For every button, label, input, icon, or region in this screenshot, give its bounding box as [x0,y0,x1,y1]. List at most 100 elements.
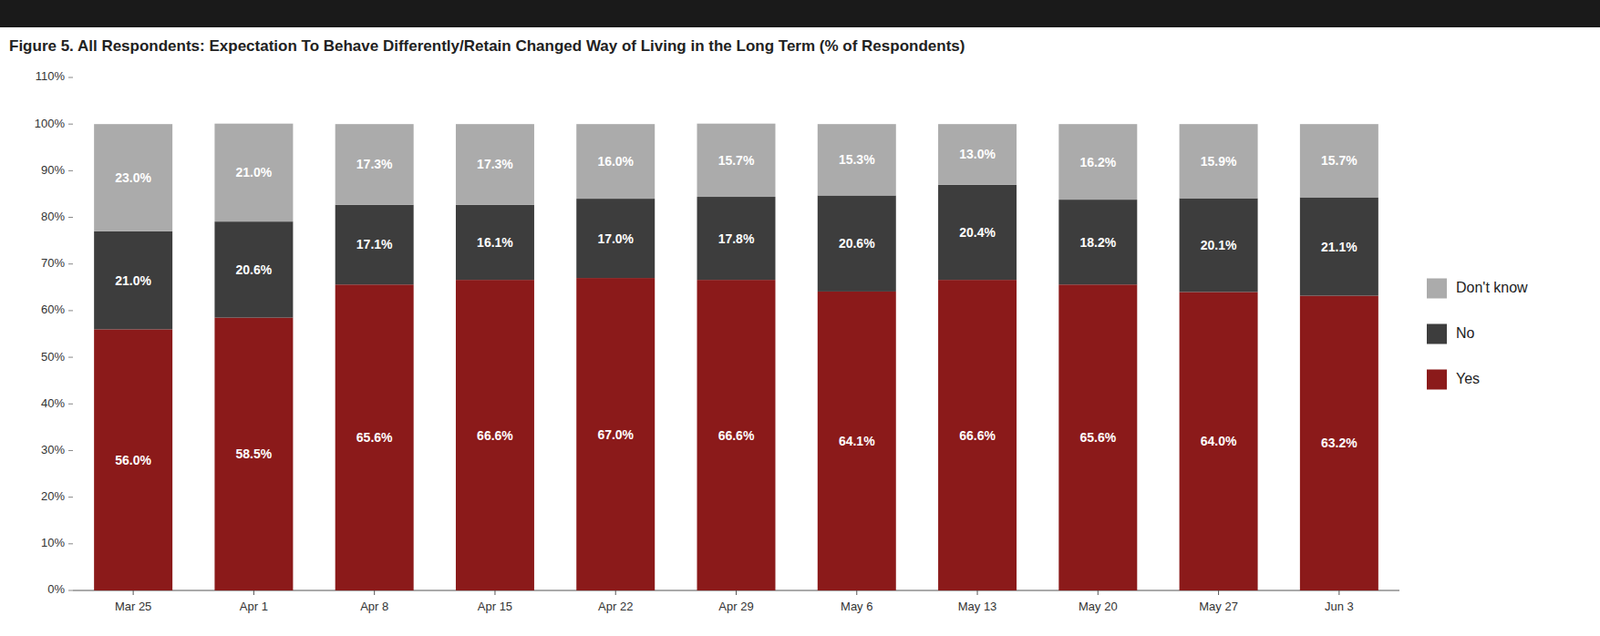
x-tick-label: Mar 25 [114,599,152,614]
data-label: 17.1% [356,237,393,252]
bar-segment [697,123,776,197]
y-tick-label: 50% [41,350,65,364]
data-label: 15.3% [838,152,876,167]
data-label: 17.8% [718,231,755,247]
title: Figure 5. All Respondents: Expectation T… [9,37,965,55]
bar-segment [1179,198,1259,293]
bar-segment [455,279,535,591]
data-label: 17.3% [476,156,514,172]
data-labels: 56.0%58.5%65.6%66.6%67.0%66.6%64.1%66.6%… [114,146,1358,467]
data-label: 64.0% [1200,433,1238,449]
bar-segment [455,123,535,206]
y-tick [68,590,73,592]
x-tick [1218,590,1219,596]
x-tick-label: Apr 15 [477,599,513,614]
x-tick [373,590,375,596]
legend-swatch [1426,278,1447,300]
data-label: 21.0% [236,165,273,180]
legend: Don't know No Yes [1426,278,1528,391]
y-tick-label: 30% [41,443,65,457]
data-label: 21.1% [1321,239,1358,255]
data-label: 15.9% [1200,154,1238,169]
bar-segment [93,123,173,232]
y-tick-label: 80% [41,209,65,224]
x-tick-label: Jun 3 [1324,599,1354,614]
data-label: 23.0% [114,170,152,186]
x-tick [735,590,737,596]
x-tick [133,590,135,596]
data-label: 20.1% [1200,237,1238,253]
bar-segment [1179,291,1259,591]
data-label: 56.0% [114,453,152,468]
bar-segment [1300,197,1379,297]
x-tick [615,590,617,596]
x-tick-label: Apr 29 [718,599,754,614]
legend-swatch [1426,324,1447,345]
x-tick [1338,590,1340,596]
x-tick [1097,590,1099,596]
x-tick-label: May 20 [1078,599,1118,614]
bar-segment [93,329,173,591]
y-tick-label: 70% [41,256,65,270]
bar-segment [1300,296,1379,591]
chart-container: Figure 5. All Respondents: Expectation T… [0,0,1600,636]
data-label: 65.6% [356,430,393,445]
legend-swatch [1426,370,1447,391]
x-tick [494,590,496,596]
data-label: 63.2% [1321,435,1358,451]
data-label: 17.3% [356,156,393,172]
data-label: 66.6% [718,428,755,444]
y-tick-label: 40% [41,396,65,411]
x-tick [856,590,857,596]
y-tick [68,309,73,311]
x-tick-label: May 13 [958,599,998,614]
legend-label: No [1455,325,1476,341]
axes: 0%10%20%30%40%50%60%70%80%90%100%110%Mar… [34,69,1400,614]
y-tick [68,496,73,498]
bar-segment [93,231,173,330]
y-tick-label: 90% [41,163,65,177]
data-label: 16.1% [476,235,514,250]
data-label: 16.2% [1079,154,1116,170]
bar-segment [335,205,414,286]
data-label: 13.0% [959,146,996,162]
y-tick [68,543,73,545]
bar-segment [576,198,655,279]
data-label: 64.1% [838,433,876,449]
bar-segment [938,279,1017,591]
bar-segment [455,205,535,280]
y-tick-label: 60% [41,302,65,317]
y-tick-label: 10% [41,536,65,550]
data-label: 16.0% [597,154,634,169]
x-tick-label: Apr 22 [598,599,633,614]
x-tick-label: May 6 [840,599,873,614]
data-label: 20.4% [959,225,996,240]
data-label: 17.0% [597,231,634,247]
y-tick [68,263,73,265]
bar-segment [335,123,414,206]
y-tick [68,77,73,79]
chart-svg: Figure 5. All Respondents: Expectation T… [0,0,1600,636]
bar-segment [1300,123,1379,197]
y-tick-label: 100% [34,116,66,131]
bar-segment [697,196,776,280]
y-tick [68,123,73,125]
bar-segment [1179,123,1259,198]
y-tick [68,450,73,452]
data-label: 66.6% [476,428,514,444]
bar-segment [335,284,414,591]
legend-label: Yes [1455,371,1480,387]
x-tick-label: May 27 [1198,599,1239,614]
x-tick [253,590,255,596]
x-tick [977,590,979,596]
bar-segment [817,291,897,591]
data-label: 58.5% [236,446,273,462]
y-tick-label: 110% [35,69,66,83]
data-label: 66.6% [959,428,996,444]
data-label: 15.7% [1321,153,1358,168]
legend-label: Don't know [1455,279,1528,296]
bar-segment [817,195,897,291]
y-tick [68,403,73,405]
bar-segment [697,279,776,591]
bar-segment [576,123,655,199]
